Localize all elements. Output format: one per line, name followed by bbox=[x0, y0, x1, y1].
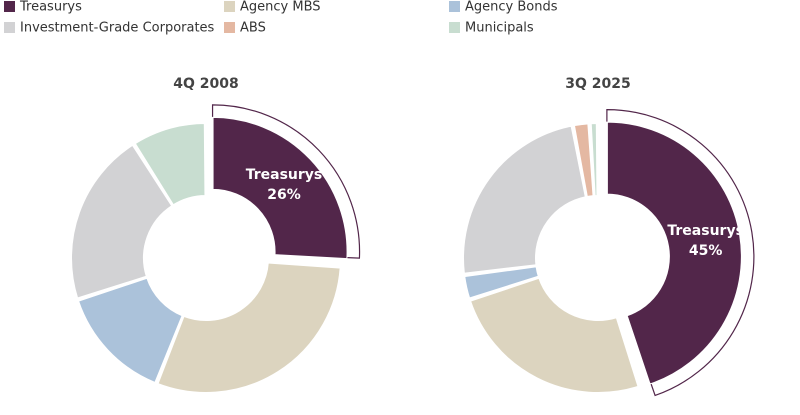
donut-slice bbox=[463, 265, 541, 300]
legend-swatch bbox=[224, 22, 235, 33]
legend-label: Municipals bbox=[465, 21, 534, 36]
donut-slice bbox=[589, 121, 599, 198]
chart-title: 3Q 2025 bbox=[565, 76, 630, 92]
legend-swatch bbox=[449, 22, 460, 33]
legend-swatch bbox=[449, 1, 460, 12]
legend-label: Investment-Grade Corporates bbox=[20, 21, 215, 36]
donut-slice bbox=[468, 276, 640, 394]
slice-label: Treasurys bbox=[667, 223, 744, 239]
donut-slice bbox=[156, 261, 342, 394]
donut-slice bbox=[211, 115, 349, 261]
legend-label: Agency Bonds bbox=[465, 0, 558, 15]
highlight-arc bbox=[606, 108, 755, 397]
donut-slice bbox=[133, 121, 207, 207]
legend-swatch bbox=[224, 1, 235, 12]
legend-swatch bbox=[4, 1, 15, 12]
legend-label: Agency MBS bbox=[240, 0, 321, 15]
legend-label: Treasurys bbox=[19, 0, 82, 15]
legend-swatch bbox=[4, 22, 15, 33]
donut-slice bbox=[76, 276, 184, 385]
slice-label: Treasurys bbox=[246, 167, 323, 183]
chart-title: 4Q 2008 bbox=[173, 76, 238, 92]
highlight-arc bbox=[211, 104, 361, 259]
slice-value-label: 26% bbox=[267, 187, 301, 203]
donut-slice bbox=[605, 120, 743, 386]
donut-slice bbox=[462, 124, 588, 275]
legend-label: ABS bbox=[240, 21, 266, 36]
slice-value-label: 45% bbox=[689, 243, 723, 259]
donut-slice bbox=[70, 143, 174, 300]
donut-slice bbox=[572, 122, 595, 199]
